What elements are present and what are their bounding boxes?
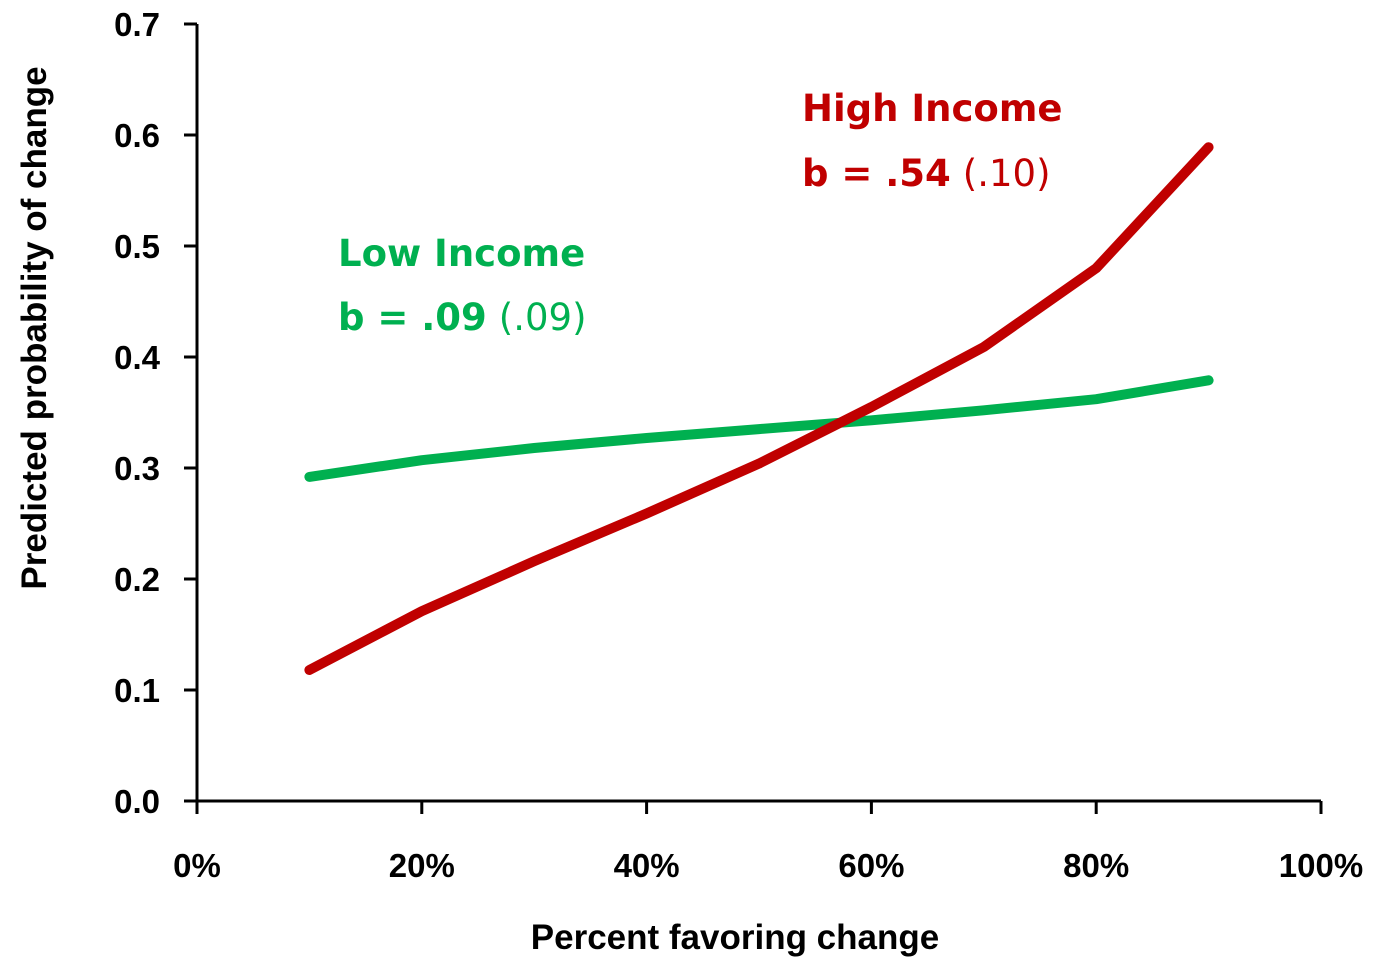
y-tick-label: 0.1 — [114, 672, 160, 709]
series-lines — [304, 142, 1214, 675]
y-tick-label: 0.3 — [114, 450, 160, 487]
x-axis-title: Percent favoring change — [531, 918, 939, 957]
y-tick-label: 0.6 — [114, 117, 160, 154]
annotation-high-income-coef-se: (.10) — [963, 152, 1051, 195]
y-tick-label: 0.4 — [114, 339, 161, 376]
x-tick-label: 100% — [1279, 847, 1363, 884]
annotation-low-income: Low Income b = .09 (.09) — [338, 232, 587, 339]
y-ticks: 0.0 0.1 0.2 0.3 0.4 0.5 0.6 0.7 — [114, 6, 197, 820]
annotation-low-income-coef-bold: b = .09 — [338, 296, 487, 339]
y-axis-title: Predicted probability of change — [15, 66, 54, 589]
x-tick-label: 40% — [614, 847, 680, 884]
y-tick-label: 0.5 — [114, 228, 160, 265]
x-ticks: 0% 20% 40% 60% 80% 100% — [173, 801, 1363, 884]
annotation-high-income-coef-bold: b = .54 — [802, 152, 951, 195]
axes — [195, 24, 1321, 803]
annotation-high-income-coef: b = .54 (.10) — [802, 152, 1051, 195]
annotation-high-income: High Income b = .54 (.10) — [802, 87, 1062, 195]
x-tick-label: 80% — [1063, 847, 1129, 884]
x-tick-label: 20% — [389, 847, 455, 884]
annotation-high-income-label: High Income — [802, 87, 1062, 130]
annotation-low-income-coef-se: (.09) — [499, 296, 587, 339]
y-tick-label: 0.0 — [114, 783, 160, 820]
annotation-low-income-coef: b = .09 (.09) — [338, 296, 587, 339]
series-line-high-income — [304, 142, 1214, 675]
series-line-low-income — [304, 375, 1214, 482]
x-tick-label: 60% — [838, 847, 904, 884]
annotation-low-income-label: Low Income — [338, 232, 585, 275]
x-tick-label: 0% — [173, 847, 221, 884]
y-tick-label: 0.7 — [114, 6, 160, 43]
y-tick-label: 0.2 — [114, 561, 160, 598]
